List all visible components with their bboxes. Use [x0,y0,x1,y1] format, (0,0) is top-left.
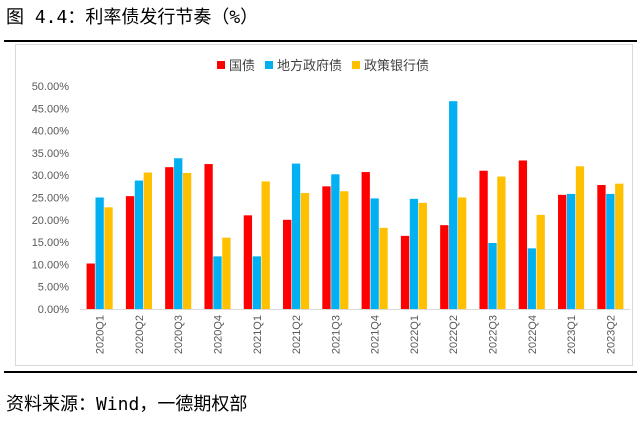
bar [409,198,419,309]
bar [449,101,458,309]
bar [597,185,606,309]
y-tick-label: 50.00% [32,81,70,93]
bar [300,193,310,309]
bar [252,256,261,309]
bar [497,176,506,309]
bar [204,164,213,309]
bar [575,166,585,309]
bar [418,202,427,309]
x-tick-label: 2021Q1 [252,315,264,354]
bar [518,160,528,309]
x-tick-label: 2022Q1 [409,315,421,354]
bar [95,197,104,309]
y-tick-label: 35.00% [32,148,70,160]
y-tick-label: 45.00% [32,103,70,115]
bar [174,158,183,309]
bar [331,174,340,309]
bar [558,194,567,309]
bar [243,215,253,309]
bar [340,191,349,309]
bar [370,198,379,309]
bar [213,256,222,309]
bar [400,235,410,309]
bar [606,193,615,309]
legend-swatch [352,61,360,69]
bar [125,196,135,309]
x-tick-label: 2022Q3 [488,315,500,354]
bar [479,170,488,309]
y-tick-label: 5.00% [38,282,69,294]
x-tick-label: 2023Q1 [566,315,578,354]
x-tick-label: 2022Q2 [448,315,460,354]
x-tick-label: 2021Q2 [291,315,303,354]
bar [527,248,536,309]
bar [143,172,152,309]
legend-swatch [265,61,273,69]
bar [222,237,231,309]
bar [134,180,144,309]
bar [361,172,370,309]
bar [457,197,467,309]
x-tick-label: 2020Q2 [134,315,146,354]
bar [182,172,192,309]
x-tick-label: 2020Q1 [95,315,107,354]
bars [86,101,624,309]
legend-swatch [217,61,225,69]
bar [379,227,388,309]
y-tick-label: 30.00% [32,170,70,182]
source-note: 资料来源：Wind，一德期权部 [6,394,248,415]
y-tick-label: 40.00% [32,126,70,138]
x-tick-label: 2020Q4 [213,315,225,354]
y-tick-label: 15.00% [32,237,70,249]
bottom-rule [4,371,637,373]
bar [86,263,95,309]
y-tick-label: 25.00% [32,193,70,205]
bar [104,207,113,309]
legend-label: 政策银行债 [364,58,429,74]
figure-title: 图 4.4：利率债发行节奏（%） [6,7,259,28]
x-tick-label: 2023Q2 [605,315,617,354]
y-tick-label: 20.00% [32,215,70,227]
bar [283,219,292,309]
x-tick-label: 2021Q3 [330,315,342,354]
bar [261,181,270,309]
bar [536,214,545,309]
x-tick-label: 2022Q4 [527,315,539,354]
bar [440,225,449,309]
bar [566,193,576,309]
chart-legend: 国债 地方政府债 政策银行债 [217,58,429,74]
y-tick-label: 0.00% [38,304,69,316]
x-tick-label: 2021Q4 [370,315,382,354]
bar [615,183,624,309]
top-rule [4,40,637,42]
bar [291,163,301,309]
bar [165,167,174,309]
x-tick-label: 2020Q3 [173,315,185,354]
bar [488,242,497,309]
y-tick-label: 10.00% [32,259,70,271]
legend-label: 地方政府债 [277,58,342,74]
legend-label: 国债 [229,59,255,74]
bar [322,186,331,309]
x-axis: 2020Q1 2020Q2 2020Q3 2020Q4 2021Q1 2021Q2 2021… [80,309,630,354]
y-axis: 0.00% 5.00% 10.00% 15.00% 20.00% 25.00% 30.00%… [32,81,70,316]
